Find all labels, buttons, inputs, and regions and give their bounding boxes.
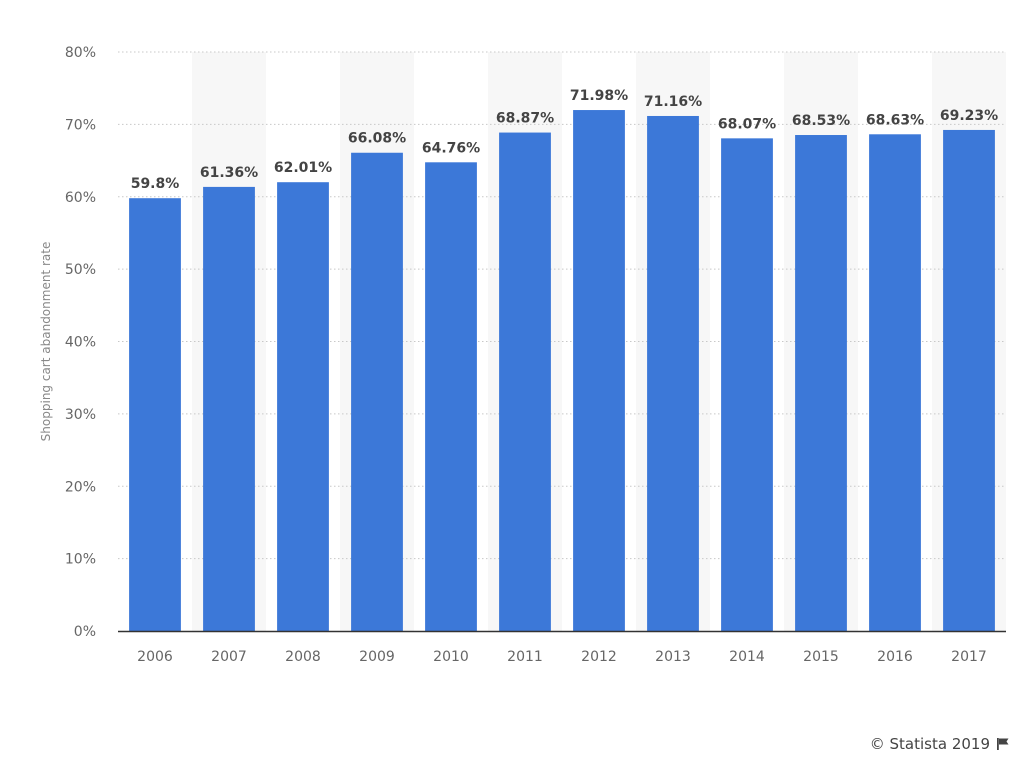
y-tick-label: 20% xyxy=(65,479,96,495)
data-label: 68.87% xyxy=(496,111,554,127)
bar[interactable] xyxy=(129,198,181,631)
data-label: 61.36% xyxy=(200,165,258,181)
credit-text: © Statista 2019 xyxy=(869,735,990,753)
data-label: 71.98% xyxy=(570,88,628,104)
x-axis-tick-labels: 2006 2007 2008 2009 2010 2011 2012 2013 2014 2015… xyxy=(137,649,987,665)
y-axis-tick-labels: 0% 10% 20% 30% 40% 50% 60% 70% 80% xyxy=(65,45,96,640)
x-tick-label: 2010 xyxy=(433,649,469,665)
bar[interactable] xyxy=(869,134,921,631)
data-label: 68.07% xyxy=(718,116,776,132)
bar[interactable] xyxy=(425,162,477,631)
x-tick-label: 2007 xyxy=(211,649,247,665)
y-tick-label: 80% xyxy=(65,45,96,61)
x-tick-label: 2016 xyxy=(877,649,913,665)
x-tick-label: 2009 xyxy=(359,649,395,665)
bar[interactable] xyxy=(795,135,847,631)
y-axis-title: Shopping cart abandonment rate xyxy=(39,242,53,442)
x-tick-label: 2014 xyxy=(729,649,765,665)
data-labels: 59.8% 61.36% 62.01% 66.08% 64.76% 68.87% 71.98… xyxy=(131,88,998,192)
data-label: 68.53% xyxy=(792,113,850,129)
data-label: 62.01% xyxy=(274,160,332,176)
y-tick-label: 70% xyxy=(65,117,96,133)
y-tick-label: 60% xyxy=(65,190,96,206)
y-tick-label: 50% xyxy=(65,262,96,278)
y-tick-label: 0% xyxy=(74,624,96,640)
bar[interactable] xyxy=(721,138,773,631)
data-label: 69.23% xyxy=(940,108,998,124)
x-tick-label: 2015 xyxy=(803,649,839,665)
data-label: 71.16% xyxy=(644,94,702,110)
bar[interactable] xyxy=(203,186,255,632)
data-label: 66.08% xyxy=(348,131,406,147)
y-tick-label: 30% xyxy=(65,407,96,423)
gridlines xyxy=(118,51,1006,560)
x-tick-label: 2017 xyxy=(951,649,987,665)
x-tick-label: 2006 xyxy=(137,649,173,665)
bar[interactable] xyxy=(499,132,551,631)
bars xyxy=(129,110,995,632)
x-tick-label: 2008 xyxy=(285,649,321,665)
data-label: 64.76% xyxy=(422,140,480,156)
data-label: 68.63% xyxy=(866,112,924,128)
bar[interactable] xyxy=(943,129,995,631)
x-tick-label: 2012 xyxy=(581,649,617,665)
credit[interactable]: © Statista 2019 xyxy=(870,735,1010,753)
bar[interactable] xyxy=(277,182,329,631)
bar[interactable] xyxy=(647,115,699,632)
data-label: 59.8% xyxy=(131,176,180,192)
x-tick-label: 2013 xyxy=(655,649,691,665)
flag-icon[interactable] xyxy=(996,737,1010,751)
y-tick-label: 10% xyxy=(65,552,96,568)
bar[interactable] xyxy=(351,152,403,631)
bar[interactable] xyxy=(573,110,625,632)
y-tick-label: 40% xyxy=(65,335,96,351)
x-tick-label: 2011 xyxy=(507,649,543,665)
